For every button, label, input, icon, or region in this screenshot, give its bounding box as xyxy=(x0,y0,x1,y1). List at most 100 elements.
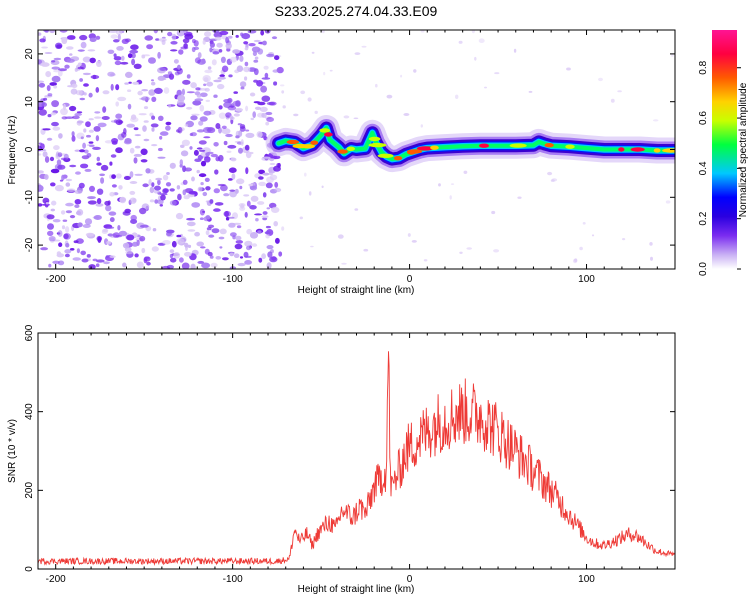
noise-blob xyxy=(200,182,204,186)
noise-blob xyxy=(566,67,571,71)
noise-blob xyxy=(65,210,72,214)
noise-blob xyxy=(161,265,171,269)
noise-blob xyxy=(458,40,463,44)
noise-blob xyxy=(262,192,267,198)
noise-blob xyxy=(204,156,211,163)
noise-blob xyxy=(96,198,102,205)
noise-blob xyxy=(258,169,265,175)
noise-blob xyxy=(197,52,202,59)
noise-blob xyxy=(253,39,261,43)
noise-blob xyxy=(103,261,110,265)
noise-blob xyxy=(177,126,183,134)
noise-blob xyxy=(226,150,232,153)
noise-blob xyxy=(40,62,50,67)
noise-blob xyxy=(455,94,459,100)
noise-blob xyxy=(235,235,242,241)
noise-blob xyxy=(186,91,195,94)
noise-blob xyxy=(194,231,201,237)
noise-blob xyxy=(87,196,96,200)
noise-blob xyxy=(86,134,91,138)
noise-blob xyxy=(282,105,286,109)
noise-blob xyxy=(223,210,231,217)
noise-blob xyxy=(478,38,485,43)
noise-blob xyxy=(60,108,68,116)
noise-blob xyxy=(157,199,164,205)
noise-blob xyxy=(178,49,184,55)
noise-blob xyxy=(176,89,182,97)
noise-blob xyxy=(70,88,78,95)
noise-blob xyxy=(243,41,249,45)
noise-blob xyxy=(206,81,214,87)
noise-blob xyxy=(186,217,196,221)
noise-blob xyxy=(184,33,194,40)
noise-blob xyxy=(244,47,249,51)
noise-blob xyxy=(249,151,254,155)
noise-blob xyxy=(207,224,215,228)
noise-blob xyxy=(134,253,139,258)
noise-blob xyxy=(218,49,223,53)
noise-blob xyxy=(160,194,166,201)
noise-blob xyxy=(190,115,198,121)
noise-blob xyxy=(80,250,86,256)
noise-blob xyxy=(361,45,367,48)
noise-blob xyxy=(38,109,47,116)
noise-blob xyxy=(217,83,225,90)
noise-blob xyxy=(184,242,189,248)
x-tick-label: 100 xyxy=(578,574,595,585)
noise-blob xyxy=(95,203,104,207)
noise-blob xyxy=(260,85,267,93)
noise-blob xyxy=(101,116,110,120)
noise-blob xyxy=(386,94,393,99)
noise-blob xyxy=(57,152,63,158)
noise-blob xyxy=(652,119,659,122)
noise-blob xyxy=(50,112,57,116)
noise-blob xyxy=(151,127,155,132)
noise-blob xyxy=(184,251,192,257)
noise-blob xyxy=(265,111,273,116)
noise-blob xyxy=(94,111,101,114)
noise-blob xyxy=(225,36,230,44)
x-tick-label: 100 xyxy=(578,274,595,285)
noise-blob xyxy=(60,157,67,161)
noise-blob xyxy=(52,219,61,223)
noise-blob xyxy=(137,90,143,96)
noise-blob xyxy=(261,95,271,102)
noise-blob xyxy=(66,58,75,63)
noise-blob xyxy=(363,248,369,252)
noise-blob xyxy=(182,38,190,44)
noise-blob xyxy=(50,208,55,212)
noise-blob xyxy=(253,59,259,63)
noise-blob xyxy=(165,125,171,131)
noise-blob xyxy=(221,65,229,73)
noise-blob xyxy=(265,121,270,126)
noise-blob xyxy=(69,215,76,219)
noise-blob xyxy=(262,211,268,215)
noise-blob xyxy=(71,83,78,89)
noise-blob xyxy=(88,144,95,148)
noise-blob xyxy=(265,182,273,189)
noise-blob xyxy=(180,144,185,148)
noise-blob xyxy=(438,183,441,187)
noise-blob xyxy=(126,234,135,241)
noise-blob xyxy=(244,211,248,218)
noise-blob xyxy=(228,74,233,78)
noise-blob xyxy=(159,131,169,136)
noise-blob xyxy=(214,202,224,206)
noise-blob xyxy=(104,140,113,144)
noise-blob xyxy=(142,183,149,188)
noise-blob xyxy=(115,84,120,91)
noise-blob xyxy=(157,179,161,186)
noise-blob xyxy=(272,69,279,73)
noise-blob xyxy=(45,202,49,205)
noise-blob xyxy=(130,44,139,50)
noise-blob xyxy=(200,160,207,167)
noise-blob xyxy=(230,232,237,237)
noise-blob xyxy=(129,181,138,184)
noise-blob xyxy=(400,74,403,78)
noise-blob xyxy=(218,105,223,110)
noise-blob xyxy=(169,162,176,169)
y-tick-label: 0 xyxy=(24,566,35,572)
noise-blob xyxy=(61,225,66,230)
noise-blob xyxy=(89,37,97,42)
noise-blob xyxy=(162,240,171,245)
